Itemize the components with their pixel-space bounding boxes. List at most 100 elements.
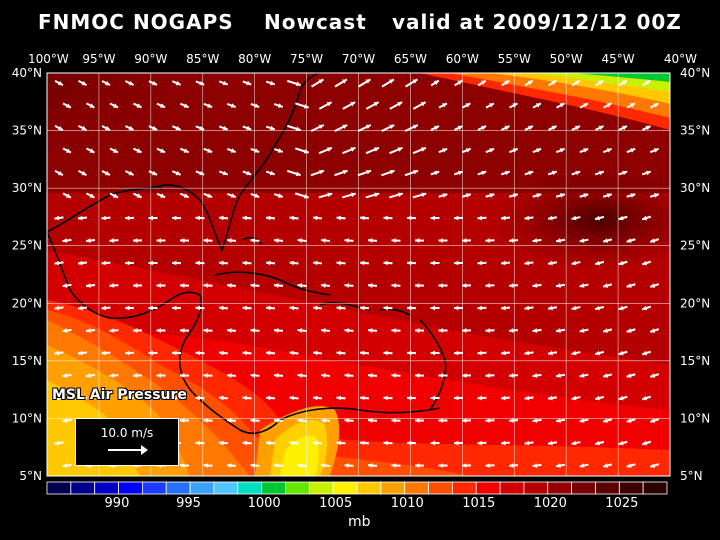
wind-arrowhead [642,440,648,446]
wind-arrowhead [360,215,365,221]
wind-arrowhead [626,418,632,423]
wind-arrowhead [532,328,538,333]
wind-arrowhead [246,80,252,86]
wind-arrowhead [344,328,350,333]
wind-arrowhead [556,373,561,378]
wind-arrowhead [274,283,279,288]
lat-tick-label-right: 20°N [680,296,710,310]
wind-arrowhead [434,125,440,131]
wind-arrowhead [413,169,419,175]
wind-arrowhead [618,395,624,401]
colorbar-swatch [118,481,143,495]
wind-arrowhead [128,125,134,131]
wind-arrowhead [133,373,138,378]
wind-arrowhead [606,193,612,198]
wind-arrowhead [454,215,459,221]
wind-arrowhead [454,260,459,266]
wind-arrowhead [548,215,553,221]
wind-arrowhead [606,103,612,108]
wind-arrowhead [344,238,350,243]
wind-arrowhead [125,305,130,311]
wind-arrowhead [81,80,87,86]
wind-arrowhead [642,305,648,311]
wind-arrowhead [350,147,356,152]
wind-arrowhead [54,440,60,446]
wind-arrowhead [548,440,553,446]
wind-arrowhead [101,215,107,221]
wind-arrowhead [297,283,303,288]
wind-scale-legend: 10.0 m/s [75,418,179,466]
wind-arrowhead [595,350,600,356]
wind-arrowhead [477,260,483,266]
wind-arrowhead [536,193,542,198]
wind-arrowhead [344,373,350,378]
wind-arrowhead [327,147,332,152]
wind-arrowhead [78,260,83,266]
wind-arrowhead [421,192,427,198]
wind-arrowhead [152,125,158,131]
wind-arrowhead [78,215,83,221]
wind-arrowhead [532,373,538,378]
graticule [47,73,670,476]
wind-arrowhead [54,305,60,311]
wind-arrowhead [133,238,138,243]
wind-arrowhead [289,215,295,221]
wind-arrowhead [366,169,372,175]
wind-arrowhead [274,373,279,378]
wind-arrowhead [504,125,510,131]
colorbar-swatch [261,481,286,495]
run-title: Nowcast [264,10,367,34]
wind-arrowhead [630,148,636,153]
wind-arrowhead [172,395,177,401]
wind-arrowhead [336,440,342,446]
wind-arrowhead [250,418,256,423]
wind-arrowhead [227,328,232,333]
wind-arrowhead [477,305,483,311]
colorbar-swatch [332,481,358,495]
wind-arrowhead [397,147,403,152]
wind-arrowhead [313,260,318,266]
wind-arrowhead [368,283,373,288]
wind-arrowhead [246,170,252,176]
wind-arrowhead [242,260,248,266]
wind-arrowhead [318,124,324,130]
wind-arrowhead [485,418,491,423]
wind-arrowhead [180,418,185,423]
wind-arrowhead [344,463,350,468]
wind-arrowhead [501,350,506,356]
wind-arrowhead [195,440,201,446]
wind-arrowhead [242,440,248,446]
wind-arrowhead [389,169,395,175]
colorbar-swatch [451,481,477,495]
wind-arrowhead [532,283,538,288]
lat-tick-label-right: 35°N [680,124,710,138]
wind-arrowhead [180,238,185,243]
wind-arrowhead [81,170,87,176]
wind-arrowhead [62,283,68,288]
wind-arrowhead [433,80,439,85]
wind-arrowhead [54,215,60,221]
colorbar-swatch [571,481,596,495]
wind-arrowhead [133,328,138,333]
wind-arrowhead [603,418,608,423]
wind-arrowhead [368,238,373,243]
wind-arrowhead [465,103,471,108]
wind-arrowhead [579,373,585,378]
wind-arrowhead [152,80,158,86]
wind-arrowhead [391,373,397,378]
wind-arrowhead [524,440,530,446]
wind-arrowhead [489,148,495,153]
wind-arrowhead [180,463,185,468]
wind-arrowhead [412,124,418,130]
lat-tick-label-left: 40°N [12,66,42,80]
wind-arrowhead [653,148,659,153]
colorbar-swatch [70,481,96,495]
wind-arrowhead [172,260,177,266]
lon-tick-label: 80°W [238,52,271,66]
colorbar-swatch [618,481,644,495]
wind-arrowhead [438,463,443,468]
wind-arrowhead [183,148,189,153]
colorbar-tick-label: 995 [176,496,201,511]
wind-arrowhead [65,193,71,198]
wind-arrowhead [180,283,185,288]
